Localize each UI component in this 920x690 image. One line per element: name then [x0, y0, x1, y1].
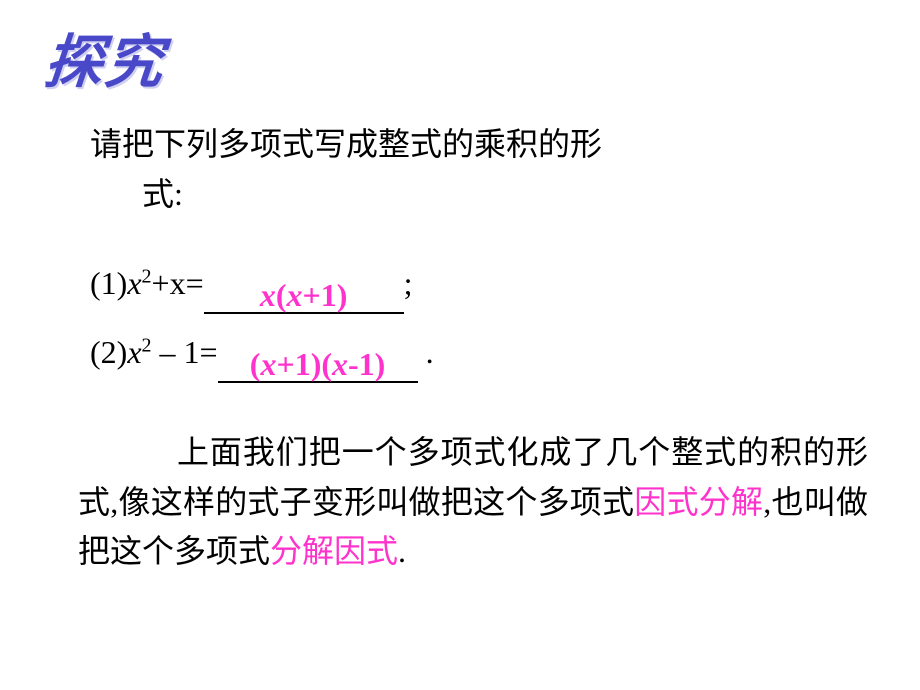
instruction-text: 请把下列多项式写成整式的乘积的形 式:: [90, 120, 850, 219]
problem-2-rest: – 1=: [152, 334, 218, 370]
problem-1-sup: 2: [142, 265, 152, 287]
problem-2-terminator: .: [418, 334, 434, 370]
problem-2-blank: (x+1)(x-1): [218, 349, 418, 383]
ans2-p1: x: [260, 346, 276, 382]
ans2-p6: ): [375, 346, 386, 382]
ans1-p0: x: [260, 277, 276, 313]
ans2-p0: (: [250, 346, 261, 382]
problem-2-label: (2): [90, 334, 127, 370]
problem-1-label: (1): [90, 265, 127, 301]
ans1-p2: x: [286, 277, 302, 313]
ans1-p3: +1: [302, 277, 336, 313]
problem-1-answer: x(x+1): [260, 277, 348, 313]
ans2-p5: -1: [348, 346, 375, 382]
problem-1-rest: +x=: [152, 265, 204, 301]
conclusion-part3: .: [398, 533, 406, 569]
ans2-p3: )(: [311, 346, 332, 382]
ans2-p2: +1: [276, 346, 310, 382]
problem-2-answer: (x+1)(x-1): [250, 346, 386, 382]
ans1-p4: ): [337, 277, 348, 313]
instruction-line-1: 请把下列多项式写成整式的乘积的形: [90, 120, 850, 170]
slide-title: 探究: [41, 15, 168, 99]
conclusion-hl2: 分解因式: [270, 533, 398, 569]
problem-1-terminator: ;: [404, 265, 413, 301]
problem-1-var: x: [127, 265, 141, 301]
ans2-p4: x: [332, 346, 348, 382]
problem-1: (1)x2+x=x(x+1);: [90, 253, 434, 314]
instruction-line-2: 式:: [90, 170, 850, 220]
ans1-p1: (: [276, 277, 287, 313]
problem-2-var: x: [127, 334, 141, 370]
problem-2: (2)x2 – 1=(x+1)(x-1) .: [90, 322, 434, 383]
conclusion-text: 上面我们把一个多项式化成了几个整式的积的形式,像这样的式子变形叫做把这个多项式因…: [78, 428, 868, 577]
slide: 探究 请把下列多项式写成整式的乘积的形 式: (1)x2+x=x(x+1); (…: [0, 0, 920, 690]
problems-block: (1)x2+x=x(x+1); (2)x2 – 1=(x+1)(x-1) .: [90, 253, 434, 391]
conclusion-hl1: 因式分解: [634, 484, 763, 520]
problem-2-sup: 2: [142, 334, 152, 356]
problem-1-blank: x(x+1): [204, 280, 404, 314]
